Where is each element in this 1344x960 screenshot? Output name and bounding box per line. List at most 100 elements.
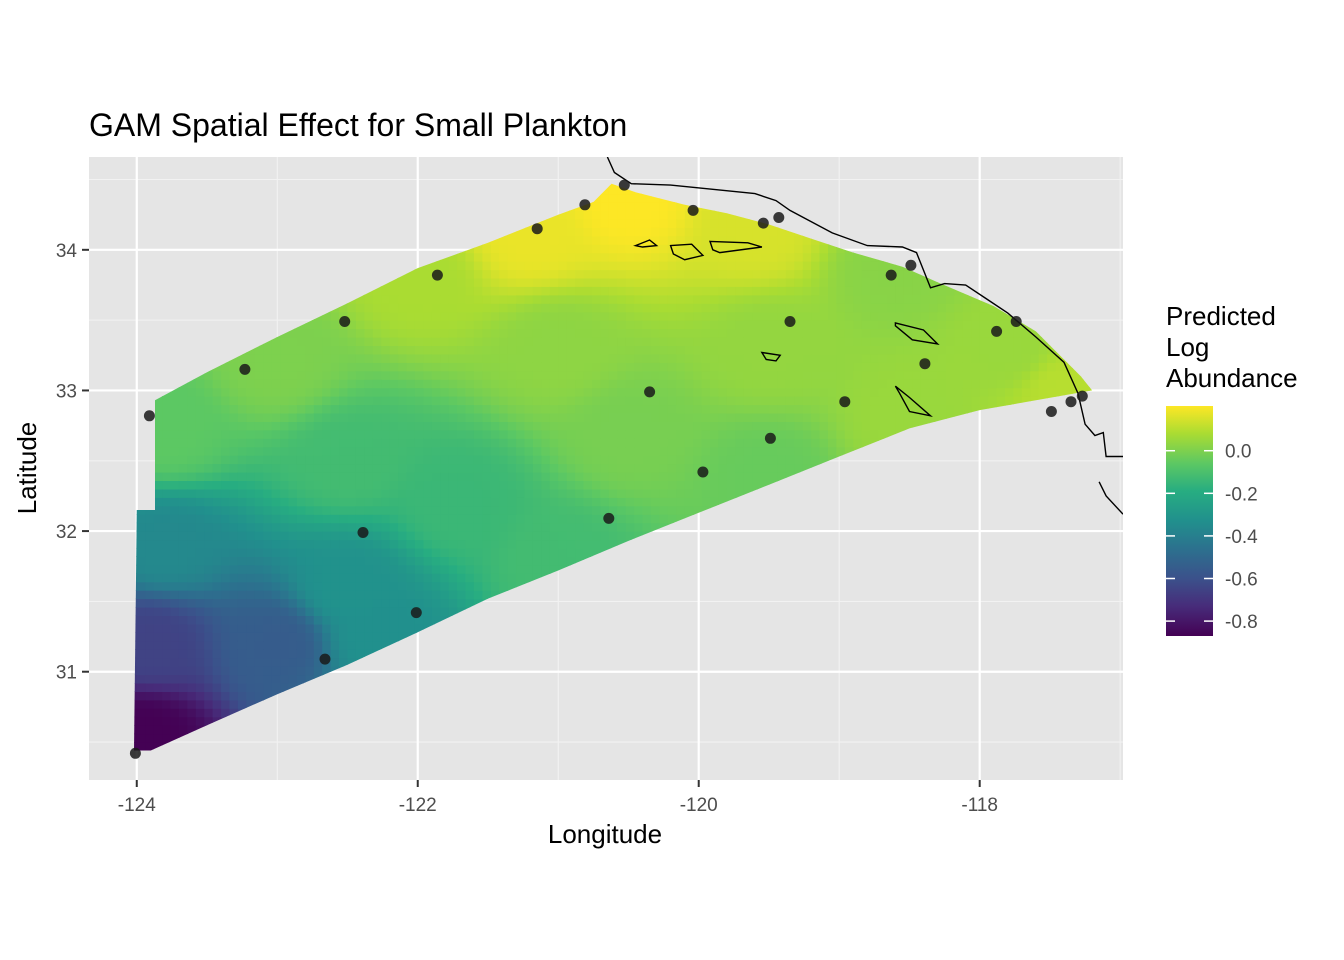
heat-cell xyxy=(676,472,686,481)
heat-cell xyxy=(516,261,526,271)
heat-cell xyxy=(229,564,239,574)
heat-cell xyxy=(516,320,526,330)
heat-cell xyxy=(634,472,644,481)
heat-cell xyxy=(532,345,542,355)
heat-cell xyxy=(280,396,290,406)
heat-cell xyxy=(372,573,382,583)
heat-cell xyxy=(347,362,357,372)
heat-cell xyxy=(322,581,332,591)
heat-cell xyxy=(482,277,492,287)
heat-cell xyxy=(651,252,660,262)
heat-cell xyxy=(254,514,264,524)
heat-cell xyxy=(229,370,239,380)
heat-cell xyxy=(507,573,517,583)
heat-cell xyxy=(532,531,542,541)
heat-cell xyxy=(473,404,483,414)
heat-cell xyxy=(330,429,340,439)
heat-cell xyxy=(600,210,610,220)
heat-cell xyxy=(667,514,677,524)
heat-cell xyxy=(693,404,703,414)
heat-cell xyxy=(330,497,340,507)
heat-cell xyxy=(457,514,467,524)
heat-cell xyxy=(482,252,492,262)
heat-cell xyxy=(490,286,500,296)
heat-cell xyxy=(473,539,483,549)
heat-cell xyxy=(381,472,391,481)
heat-cell xyxy=(532,446,542,456)
heat-cell xyxy=(608,277,618,287)
heat-cell xyxy=(516,480,526,490)
heat-cell xyxy=(330,404,340,414)
heat-cell xyxy=(145,522,155,532)
heat-cell xyxy=(406,353,416,363)
heat-cell xyxy=(263,362,273,372)
heat-cell xyxy=(642,480,652,490)
heat-cell xyxy=(271,666,281,676)
heat-cell xyxy=(178,683,188,692)
heat-cell xyxy=(254,623,264,633)
heat-cell xyxy=(162,488,172,498)
heat-cell xyxy=(541,531,551,541)
heat-cell xyxy=(162,404,172,414)
heat-cell xyxy=(339,438,349,448)
heat-cell xyxy=(187,531,197,541)
heat-cell xyxy=(355,353,365,363)
heat-cell xyxy=(313,446,323,456)
heat-cell xyxy=(347,311,357,321)
heat-cell xyxy=(246,581,256,591)
heat-cell xyxy=(305,438,315,448)
heat-cell xyxy=(134,674,138,684)
heat-cell xyxy=(237,472,247,481)
heat-cell xyxy=(212,623,222,633)
heat-cell xyxy=(482,286,492,296)
heat-cell xyxy=(212,497,222,507)
heat-cell xyxy=(600,345,610,355)
heat-cell xyxy=(305,455,315,465)
heat-cell xyxy=(541,480,551,490)
heat-cell xyxy=(288,497,298,507)
heat-cell xyxy=(583,531,593,541)
heat-cell xyxy=(583,480,593,490)
heat-cell xyxy=(406,413,416,422)
heat-cell xyxy=(271,480,281,490)
heat-cell xyxy=(322,615,332,625)
heat-cell xyxy=(726,244,736,254)
heat-cell xyxy=(541,311,551,321)
heat-cell xyxy=(296,404,306,414)
heat-cell xyxy=(592,294,601,304)
heat-cell xyxy=(313,396,323,406)
heat-cell xyxy=(659,269,669,279)
heat-cell xyxy=(549,413,559,422)
heat-cell xyxy=(608,320,618,330)
heat-cell xyxy=(541,362,551,372)
heat-cell xyxy=(600,488,610,498)
heat-cell xyxy=(592,235,601,245)
heat-cell xyxy=(339,328,349,338)
heat-cell xyxy=(212,573,222,583)
heat-cell xyxy=(642,252,652,262)
heat-cell xyxy=(330,480,340,490)
heat-cell xyxy=(726,370,736,380)
heat-cell xyxy=(229,421,239,431)
heat-cell xyxy=(431,548,441,557)
heat-cell xyxy=(229,598,239,608)
heat-cell xyxy=(592,362,601,372)
heat-cell xyxy=(659,227,669,237)
heat-cell xyxy=(162,522,172,532)
heat-cell xyxy=(263,556,273,566)
heat-cell xyxy=(499,556,509,566)
heat-cell xyxy=(676,269,686,279)
heat-cell xyxy=(254,362,264,372)
heat-cell xyxy=(229,472,239,481)
heat-cell xyxy=(237,429,247,439)
heat-cell xyxy=(339,421,349,431)
heat-cell xyxy=(440,531,450,541)
heat-cell xyxy=(178,429,188,439)
heat-cell xyxy=(246,463,256,473)
heat-cell xyxy=(651,320,660,330)
heat-cell xyxy=(423,353,433,363)
heat-cell xyxy=(381,581,391,591)
heat-cell xyxy=(271,548,281,557)
heat-cell xyxy=(322,497,332,507)
heat-cell xyxy=(583,218,593,228)
